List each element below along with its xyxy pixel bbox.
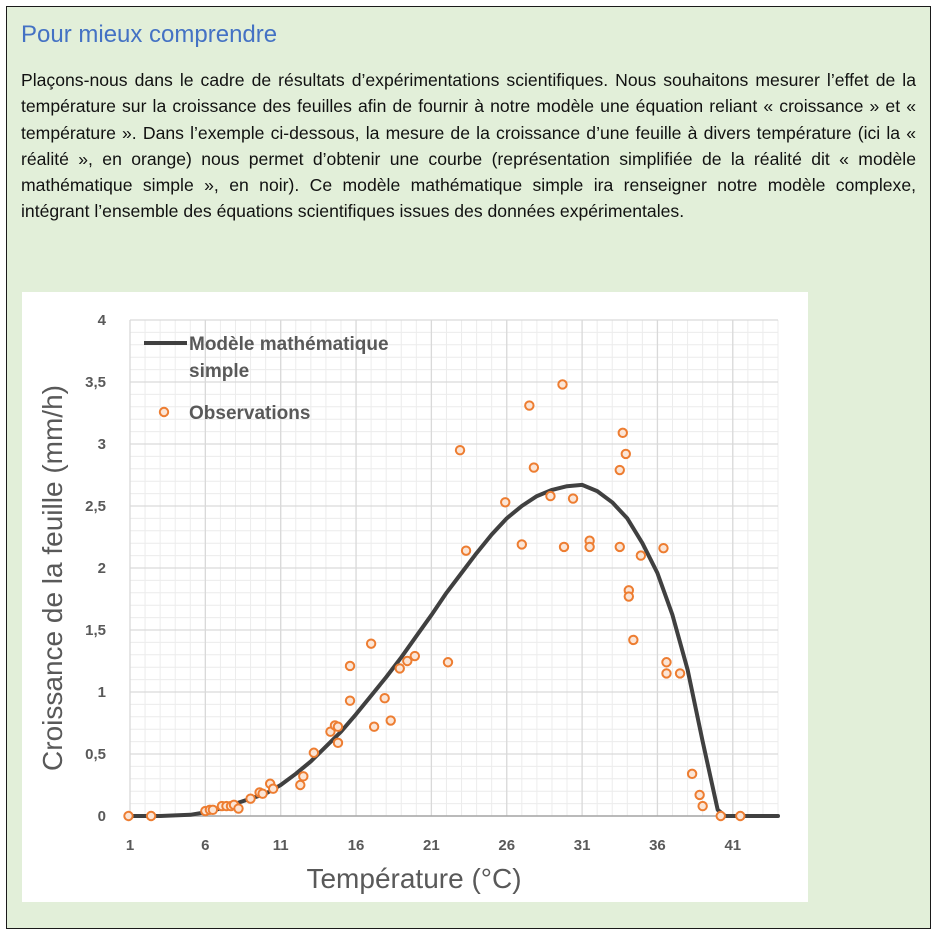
observation-point	[674, 668, 686, 679]
observation-point	[500, 497, 511, 508]
observation-point	[686, 768, 698, 780]
observation-point	[558, 541, 570, 553]
observation-point	[298, 771, 309, 782]
y-tick-label: 3	[98, 436, 106, 453]
observation-point	[332, 737, 344, 749]
observation-point	[295, 779, 306, 791]
observation-point	[694, 789, 705, 801]
x-tick-label: 11	[273, 837, 289, 854]
observation-point	[628, 634, 639, 646]
observation-point	[344, 660, 356, 672]
observation-point	[697, 800, 708, 812]
x-tick-label: 6	[201, 837, 209, 854]
observation-point	[584, 541, 595, 553]
observation-point	[409, 650, 421, 662]
y-tick-label: 1	[98, 684, 106, 701]
observation-point	[635, 550, 647, 561]
observation-point	[460, 545, 472, 556]
box-paragraph: Plaçons-nous dans le cadre de résultats …	[21, 70, 916, 222]
y-tick-label: 4	[98, 312, 107, 329]
observation-point	[365, 638, 377, 649]
observation-point	[545, 490, 556, 502]
observation-point	[402, 655, 413, 667]
y-tick-label: 1,5	[85, 622, 106, 639]
observation-point	[623, 591, 635, 602]
observation-point	[394, 663, 405, 674]
y-tick-label: 2,5	[85, 498, 106, 515]
observation-point	[454, 445, 466, 456]
observation-point	[617, 427, 628, 439]
y-tick-label: 2	[98, 560, 106, 577]
x-tick-label: 26	[498, 837, 515, 854]
x-tick-label: 41	[724, 837, 741, 854]
legend-label-observations: Observations	[189, 403, 310, 424]
observation-point	[267, 783, 279, 794]
observation-point	[257, 788, 268, 799]
observation-point	[442, 657, 454, 668]
legend-point-swatch	[158, 406, 170, 418]
observation-point	[528, 462, 540, 473]
y-axis-title: Croissance de la feuille (mm/h)	[37, 385, 68, 771]
y-tick-label: 0,5	[85, 746, 106, 763]
observation-point	[368, 721, 380, 732]
observation-point	[614, 464, 625, 476]
y-tick-label: 3,5	[85, 374, 106, 391]
chart-panel: 1 6 11 16 21 26 31 36 41 0 0,5 1 1,5 2 2,5 3 3,5 4 Modèle…	[22, 292, 808, 902]
observation-point	[516, 539, 528, 550]
observation-series	[123, 379, 746, 822]
y-tick-label: 0	[98, 808, 106, 825]
observation-point	[385, 715, 396, 726]
observation-point	[614, 541, 625, 553]
observation-point	[145, 810, 157, 822]
observation-point	[658, 542, 669, 554]
x-tick-label: 36	[649, 837, 666, 854]
observation-point	[123, 810, 134, 822]
observation-point	[557, 379, 568, 390]
observation-point	[524, 400, 535, 411]
observation-point	[735, 810, 746, 822]
observation-point	[308, 747, 320, 758]
legend: Modèle mathématique simple Observations	[144, 334, 389, 424]
observation-point	[661, 668, 672, 679]
observation-point	[620, 448, 631, 460]
observation-point	[661, 657, 672, 668]
observation-point	[344, 695, 356, 706]
observation-point	[332, 721, 344, 732]
observation-point	[233, 803, 244, 814]
x-tick-label: 21	[423, 837, 440, 854]
x-axis-title: Température (°C)	[306, 863, 521, 894]
x-tick-label: 1	[126, 837, 134, 854]
box-title: Pour mieux comprendre	[21, 21, 278, 48]
observation-point	[715, 810, 726, 822]
info-box: Pour mieux comprendre Plaçons-nous dans …	[6, 6, 931, 929]
model-line	[128, 482, 780, 818]
observation-point	[245, 793, 256, 804]
model-series	[128, 482, 780, 818]
observation-point	[567, 493, 579, 504]
legend-label-model: Modèle mathématique simple	[189, 334, 389, 382]
observation-point	[207, 804, 219, 815]
x-tick-label: 16	[348, 837, 365, 854]
observation-point	[379, 693, 390, 704]
x-tick-label: 31	[574, 837, 591, 854]
